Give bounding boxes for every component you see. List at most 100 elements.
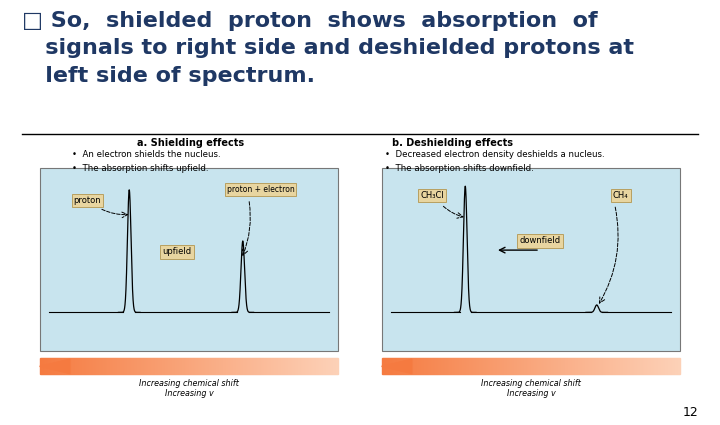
Bar: [272, 358, 274, 374]
Bar: [593, 358, 595, 374]
Bar: [83, 358, 84, 374]
Bar: [503, 358, 505, 374]
Bar: [457, 358, 459, 374]
Bar: [160, 358, 161, 374]
Bar: [328, 358, 330, 374]
Bar: [578, 358, 580, 374]
Bar: [106, 358, 107, 374]
Bar: [112, 358, 114, 374]
Bar: [418, 358, 420, 374]
Bar: [241, 358, 243, 374]
Bar: [249, 358, 251, 374]
Bar: [417, 358, 418, 374]
Bar: [210, 358, 212, 374]
Bar: [326, 358, 328, 374]
Bar: [438, 358, 440, 374]
Bar: [644, 358, 645, 374]
Polygon shape: [40, 359, 70, 374]
Bar: [614, 358, 616, 374]
Bar: [305, 358, 307, 374]
Bar: [266, 358, 267, 374]
Bar: [55, 358, 57, 374]
Text: Increasing chemical shift
Increasing v: Increasing chemical shift Increasing v: [481, 379, 581, 399]
Bar: [449, 358, 451, 374]
Bar: [510, 358, 511, 374]
Text: proton + electron: proton + electron: [227, 185, 294, 194]
Bar: [130, 358, 132, 374]
Bar: [515, 358, 516, 374]
Bar: [511, 358, 513, 374]
Bar: [471, 358, 472, 374]
Bar: [392, 358, 394, 374]
Bar: [200, 358, 202, 374]
Bar: [223, 358, 225, 374]
Bar: [557, 358, 559, 374]
Bar: [542, 358, 544, 374]
Bar: [57, 358, 58, 374]
Bar: [48, 358, 50, 374]
Bar: [477, 358, 479, 374]
Bar: [675, 358, 676, 374]
Bar: [101, 358, 102, 374]
Bar: [253, 358, 254, 374]
Bar: [114, 358, 115, 374]
Bar: [498, 358, 500, 374]
Bar: [80, 358, 81, 374]
Bar: [191, 358, 192, 374]
Bar: [556, 358, 557, 374]
Bar: [194, 358, 196, 374]
Bar: [487, 358, 489, 374]
Bar: [678, 358, 680, 374]
Bar: [408, 358, 410, 374]
Bar: [129, 358, 130, 374]
Bar: [601, 358, 603, 374]
Bar: [276, 358, 277, 374]
Bar: [145, 358, 147, 374]
Bar: [490, 358, 492, 374]
Bar: [493, 358, 495, 374]
Text: 12: 12: [683, 405, 698, 419]
Bar: [289, 358, 290, 374]
Bar: [466, 358, 467, 374]
Bar: [665, 358, 667, 374]
Bar: [316, 358, 318, 374]
Bar: [660, 358, 662, 374]
Bar: [94, 358, 96, 374]
Bar: [446, 358, 448, 374]
Bar: [63, 358, 65, 374]
Bar: [642, 358, 644, 374]
Bar: [441, 358, 443, 374]
Bar: [662, 358, 663, 374]
Bar: [292, 358, 294, 374]
Bar: [65, 358, 66, 374]
Bar: [133, 358, 135, 374]
Bar: [274, 358, 276, 374]
Bar: [469, 358, 471, 374]
Bar: [303, 358, 305, 374]
Bar: [390, 358, 392, 374]
Bar: [582, 358, 583, 374]
Bar: [652, 358, 654, 374]
Bar: [402, 358, 404, 374]
Bar: [290, 358, 292, 374]
Bar: [42, 358, 44, 374]
Bar: [218, 358, 220, 374]
Bar: [440, 358, 441, 374]
Bar: [107, 358, 109, 374]
Bar: [663, 358, 665, 374]
Bar: [413, 358, 415, 374]
Bar: [554, 358, 556, 374]
Bar: [559, 358, 560, 374]
Bar: [312, 358, 313, 374]
Bar: [212, 358, 214, 374]
Bar: [44, 358, 45, 374]
Bar: [618, 358, 619, 374]
Bar: [489, 358, 490, 374]
Bar: [569, 358, 570, 374]
Bar: [430, 358, 431, 374]
Bar: [415, 358, 417, 374]
Bar: [287, 358, 289, 374]
Bar: [285, 358, 287, 374]
Bar: [600, 358, 601, 374]
Bar: [400, 358, 402, 374]
